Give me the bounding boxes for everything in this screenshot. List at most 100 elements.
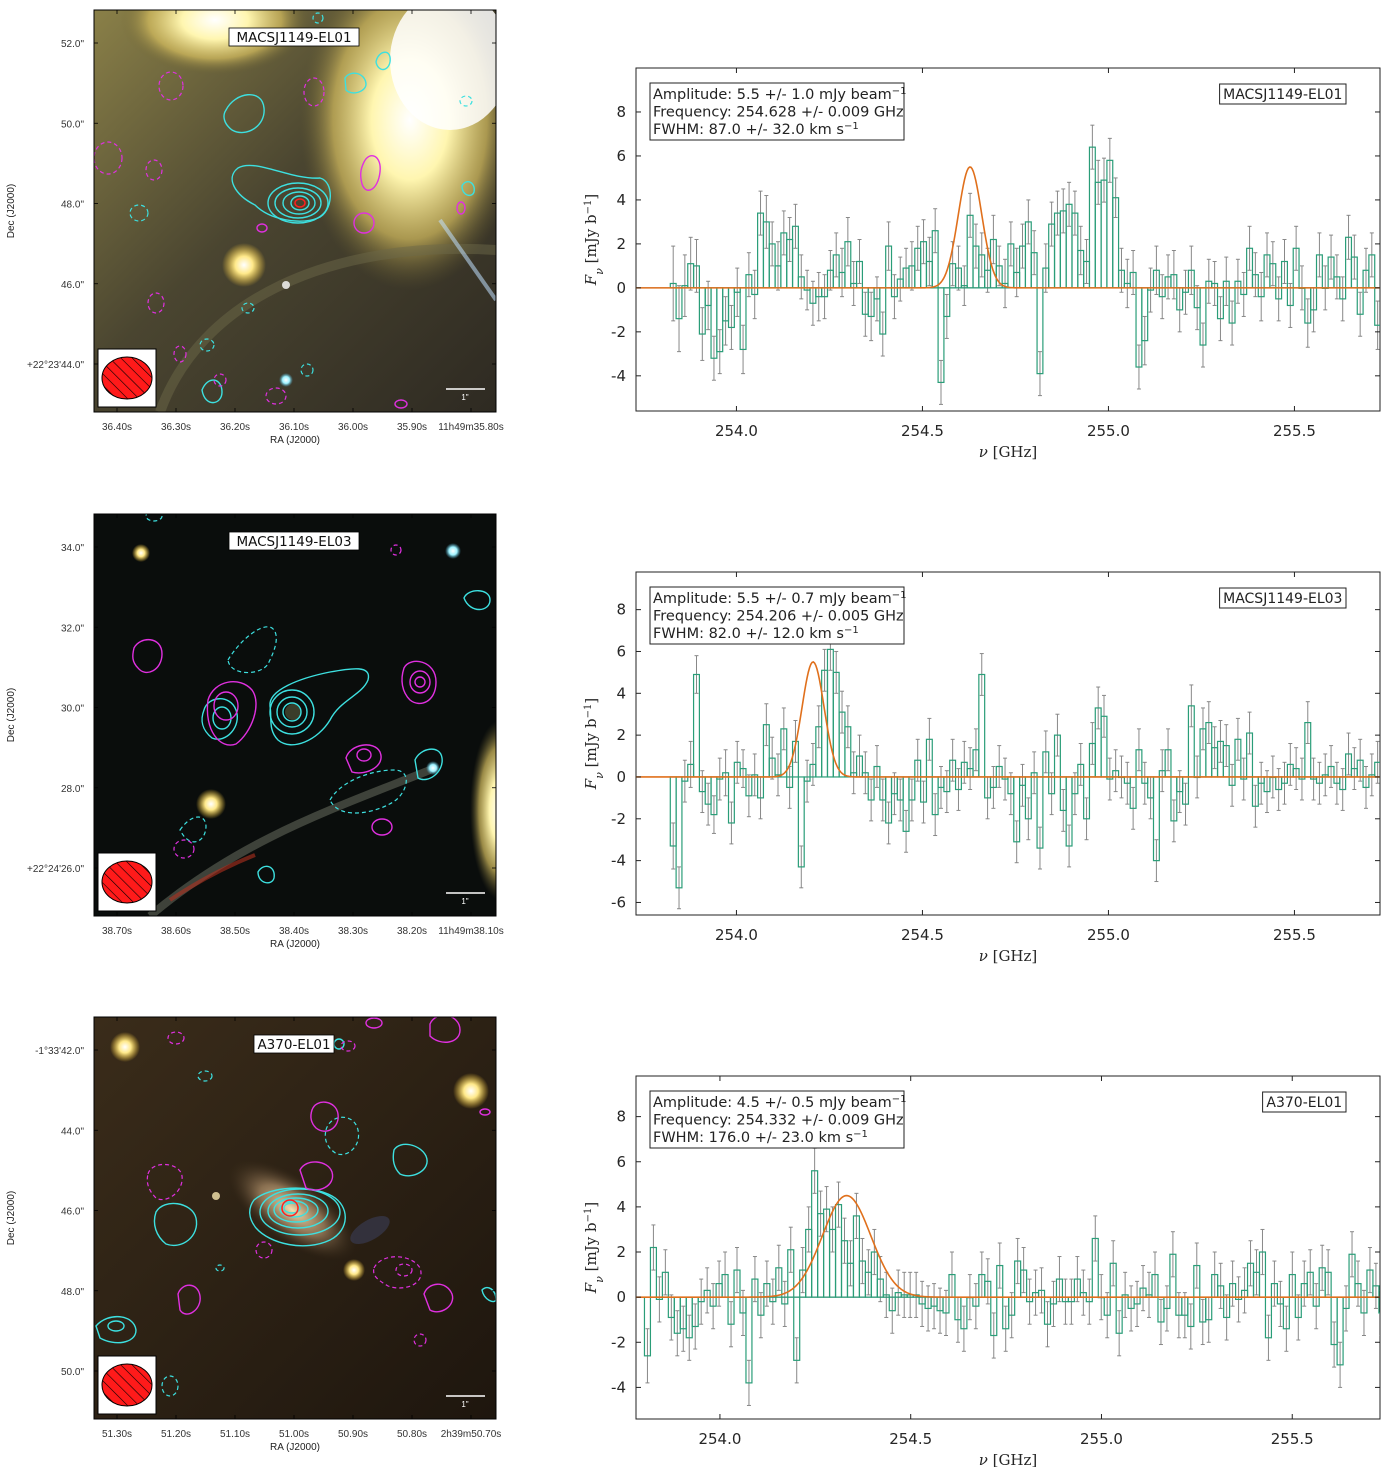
companion-galaxy [350,1216,390,1244]
spectrum-bar [780,728,788,778]
spectrum-panel: 254.0 254.5 255.0 255.5 8 6 4 2 0 -2 -4 -6 ν [GHz] Fν… [582,571,1381,965]
spectrum-bar [937,287,945,384]
negative-contours [256,154,466,409]
image-y-tick-label: 32.0" [61,623,84,634]
positive-contours-dashed [161,1070,360,1397]
spectrum-bar [769,1296,777,1303]
cross-marker [294,198,306,208]
spectrum-bar [1378,1296,1380,1314]
fit-info-line: Amplitude: 4.5 +/- 0.5 mJy beam−1 [653,1094,907,1112]
star-source [110,1032,140,1062]
image-frame [93,1016,497,1420]
image-y-tick-label: 50.0" [61,1367,84,1378]
image-y-tick-label: 48.0" [61,1287,84,1298]
gaussian-fit-line [636,1194,1380,1298]
beam-ellipse [101,356,153,400]
bright-cluster-glow [120,10,310,75]
image-x-tick-label: 11h49m35.80s [438,422,503,433]
y-axis-label: Fν [mJy b−1] [582,698,606,790]
y-tick-label: 4 [616,1198,626,1216]
image-x-tick-label: 11h49m38.10s [438,926,503,937]
negative-contours-dashed [173,544,402,859]
faint-source [285,704,301,720]
y-tick-label: -4 [611,367,626,385]
image-x-tick-label: 51.30s [102,1429,132,1440]
source-label: A370-EL01 [1266,1095,1342,1111]
y-tick-label: 4 [616,684,626,702]
image-title-box: A370-EL01 [253,1034,335,1054]
spectrum-bar [781,1296,789,1305]
image-y-tick-label: 48.0" [61,200,84,211]
y-tick-label: -4 [611,1378,626,1396]
image-x-tick-label: 51.10s [220,1429,250,1440]
image-y-label: Dec (J2000) [6,688,17,742]
y-tick-label: -4 [611,852,626,870]
image-x-tick-label: 38.30s [338,926,368,937]
spectrum-bar [943,287,951,318]
fit-info-line: FWHM: 176.0 +/- 23.0 km s−1 [653,1129,868,1147]
bright-cluster-glow [390,10,496,130]
image-y-label: Dec (J2000) [6,184,17,238]
negative-contours [177,1017,491,1315]
y-tick-label: 8 [616,103,626,121]
spectrum-bar [888,1296,896,1312]
image-title: MACSJ1149-EL03 [236,534,351,550]
scale-bar-label: 1" [461,393,468,402]
source-label-box [1219,83,1347,105]
fit-info-line: FWHM: 82.0 +/- 12.0 km s−1 [653,625,859,643]
image-title-background [253,1034,335,1054]
image-y-tick-label: 44.0" [61,1126,84,1137]
gaussian-fit-line [636,661,1380,778]
fit-info-box [649,586,905,645]
image-x-label: RA (J2000) [270,1442,320,1453]
image-x-tick-label: 38.50s [220,926,250,937]
image-x-tick-label: 36.30s [161,422,191,433]
y-tick-label: 2 [616,726,626,744]
y-tick-label: 6 [616,1153,626,1171]
positive-contours [201,51,475,404]
cross-marker [281,1199,299,1217]
x-tick-label: 255.0 [1087,422,1130,440]
spectrum-bar [803,776,811,782]
y-tick-label: 0 [616,1288,626,1306]
star-source [132,544,150,562]
positive-contours-dashed [129,12,473,377]
image-y-tick-label: 30.0" [61,704,84,715]
x-tick-label: 254.5 [889,1430,932,1448]
spectrum-panel: 254.0 254.5 255.0 255.5 8 6 4 2 0 -2 -4 ν [GHz] Fν [… [582,67,1381,461]
image-x-label: RA (J2000) [270,939,320,950]
image-frame [93,513,497,917]
image-x-tick-label: 38.60s [161,926,191,937]
image-y-tick-label: 28.0" [61,784,84,795]
y-tick-label: 6 [616,147,626,165]
y-tick-label: 8 [616,601,626,619]
x-axis-label: ν [GHz] [979,947,1038,965]
y-tick-label: 2 [616,235,626,253]
image-y-tick-label: 46.0" [61,280,84,291]
x-axis-label: ν [GHz] [979,443,1038,461]
x-tick-label: 254.5 [901,926,944,944]
y-tick-label: 6 [616,642,626,660]
spectrum-panel: 254.0 254.5 255.0 255.5 8 6 4 2 0 -2 -4 ν [GHz] Fν [… [582,1075,1381,1467]
negative-contours-dashed [94,71,325,405]
fit-info-line: Amplitude: 5.5 +/- 0.7 mJy beam−1 [653,590,907,608]
image-y-tick-label: -1°33'42.0" [35,1046,84,1057]
positive-contours [201,590,491,884]
positive-contours [95,1038,496,1344]
spectrum-bar [786,776,794,789]
source-label-box [1219,587,1347,609]
image-title-background [228,531,360,551]
image-y-tick-label: 52.0" [61,39,84,50]
image-x-tick-label: 38.70s [102,926,132,937]
image-y-tick-label: +22°24'26.0" [27,864,84,875]
image-y-tick-label: +22°23'44.0" [27,360,84,371]
image-title-background [228,27,360,47]
image-y-tick-label: 50.0" [61,119,84,130]
scale-bar-label: 1" [461,1400,468,1409]
image-x-label: RA (J2000) [270,435,320,446]
spectrum-bar [882,1294,890,1298]
spectrum-bar [852,1215,861,1298]
image-panel-el03: 1" MACSJ1149-EL03 [93,513,497,917]
image-title: A370-EL01 [257,1037,330,1053]
